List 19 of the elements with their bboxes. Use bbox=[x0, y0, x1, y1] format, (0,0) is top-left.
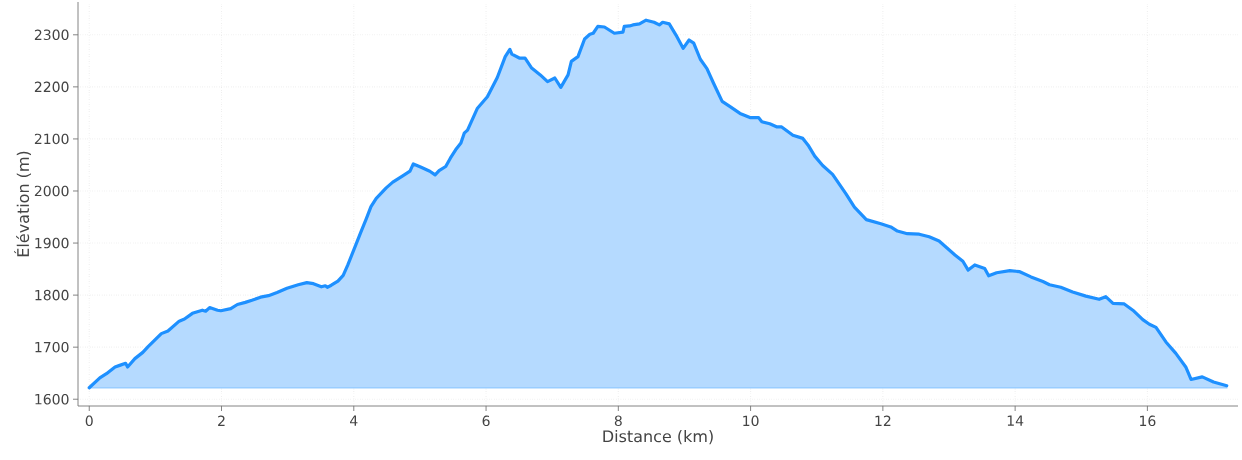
y-tick-label: 1900 bbox=[35, 237, 69, 249]
x-tick-label: 0 bbox=[85, 415, 93, 427]
y-tick-label: 2000 bbox=[34, 185, 69, 197]
x-axis-title: Distance (km) bbox=[603, 429, 713, 445]
y-tick-label: 1800 bbox=[35, 289, 69, 301]
x-tick-label: 2 bbox=[218, 415, 225, 426]
y-tick-label: 2100 bbox=[34, 133, 69, 145]
y-tick-label: 2200 bbox=[34, 81, 69, 93]
x-tick-label: 14 bbox=[1007, 415, 1024, 426]
y-tick-label: 1600 bbox=[35, 393, 69, 405]
x-tick-label: 12 bbox=[875, 415, 891, 426]
y-axis-title: Élévation (m) bbox=[14, 151, 32, 257]
x-tick-label: 6 bbox=[482, 415, 490, 427]
x-tick-label: 4 bbox=[350, 415, 358, 426]
y-tick-label: 1700 bbox=[35, 341, 69, 353]
x-tick-label: 16 bbox=[1140, 415, 1156, 427]
x-tick-label: 8 bbox=[614, 415, 622, 427]
x-tick-label: 10 bbox=[743, 415, 759, 427]
y-tick-label: 2300 bbox=[34, 29, 69, 41]
